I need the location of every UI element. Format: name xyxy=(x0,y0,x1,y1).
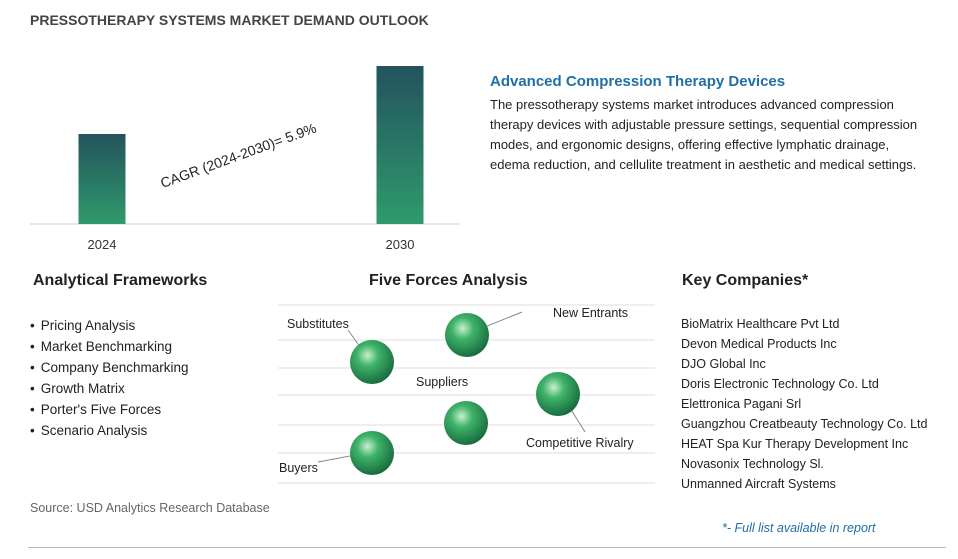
spheres xyxy=(350,313,580,475)
companies-list: BioMatrix Healthcare Pvt Ltd Devon Medica… xyxy=(681,314,941,494)
force-label: Substitutes xyxy=(287,317,349,331)
framework-item: Growth Matrix xyxy=(30,378,189,399)
bar xyxy=(376,66,424,224)
framework-item: Porter's Five Forces xyxy=(30,399,189,420)
description-text: The pressotherapy systems market introdu… xyxy=(490,97,918,172)
page-title: PRESSOTHERAPY SYSTEMS MARKET DEMAND OUTL… xyxy=(30,12,429,28)
company-item: Doris Electronic Technology Co. Ltd xyxy=(681,377,879,391)
company-item: Unmanned Aircraft Systems xyxy=(681,477,836,491)
x-tick-label: 2024 xyxy=(88,237,117,252)
frameworks-title: Analytical Frameworks xyxy=(33,272,208,289)
x-tick-label: 2030 xyxy=(386,237,415,252)
force-label: Suppliers xyxy=(416,375,468,389)
company-item: Devon Medical Products Inc xyxy=(681,337,837,351)
company-item: BioMatrix Healthcare Pvt Ltd xyxy=(681,317,840,331)
footnote: *- Full list available in report xyxy=(722,521,876,535)
framework-item: Scenario Analysis xyxy=(30,420,189,441)
framework-item: Pricing Analysis xyxy=(30,315,189,336)
company-item: Novasonix Technology Sl. xyxy=(681,457,824,471)
source: Source: USD Analytics Research Database xyxy=(30,501,270,515)
force-label: New Entrants xyxy=(553,306,628,320)
framework-item: Market Benchmarking xyxy=(30,336,189,357)
force-label: Competitive Rivalry xyxy=(526,436,634,450)
company-item: DJO Global Inc xyxy=(681,357,766,371)
companies-title: Key Companies* xyxy=(682,272,809,289)
frameworks-list: Pricing AnalysisMarket BenchmarkingCompa… xyxy=(30,315,189,441)
description-title: Advanced Compression Therapy Devices xyxy=(490,73,786,90)
company-item: HEAT Spa Kur Therapy Development Inc xyxy=(681,437,909,451)
bar xyxy=(78,134,126,224)
company-item: Elettronica Pagani Srl xyxy=(681,397,802,411)
bottom-rule xyxy=(28,547,946,548)
cagr-annotation: CAGR (2024-2030)= 5.9% xyxy=(158,120,318,191)
framework-item: Company Benchmarking xyxy=(30,357,189,378)
force-label: Buyers xyxy=(279,461,318,475)
company-item: Guangzhou Creatbeauty Technology Co. Ltd xyxy=(681,417,928,431)
five-forces-title: Five Forces Analysis xyxy=(369,272,528,289)
